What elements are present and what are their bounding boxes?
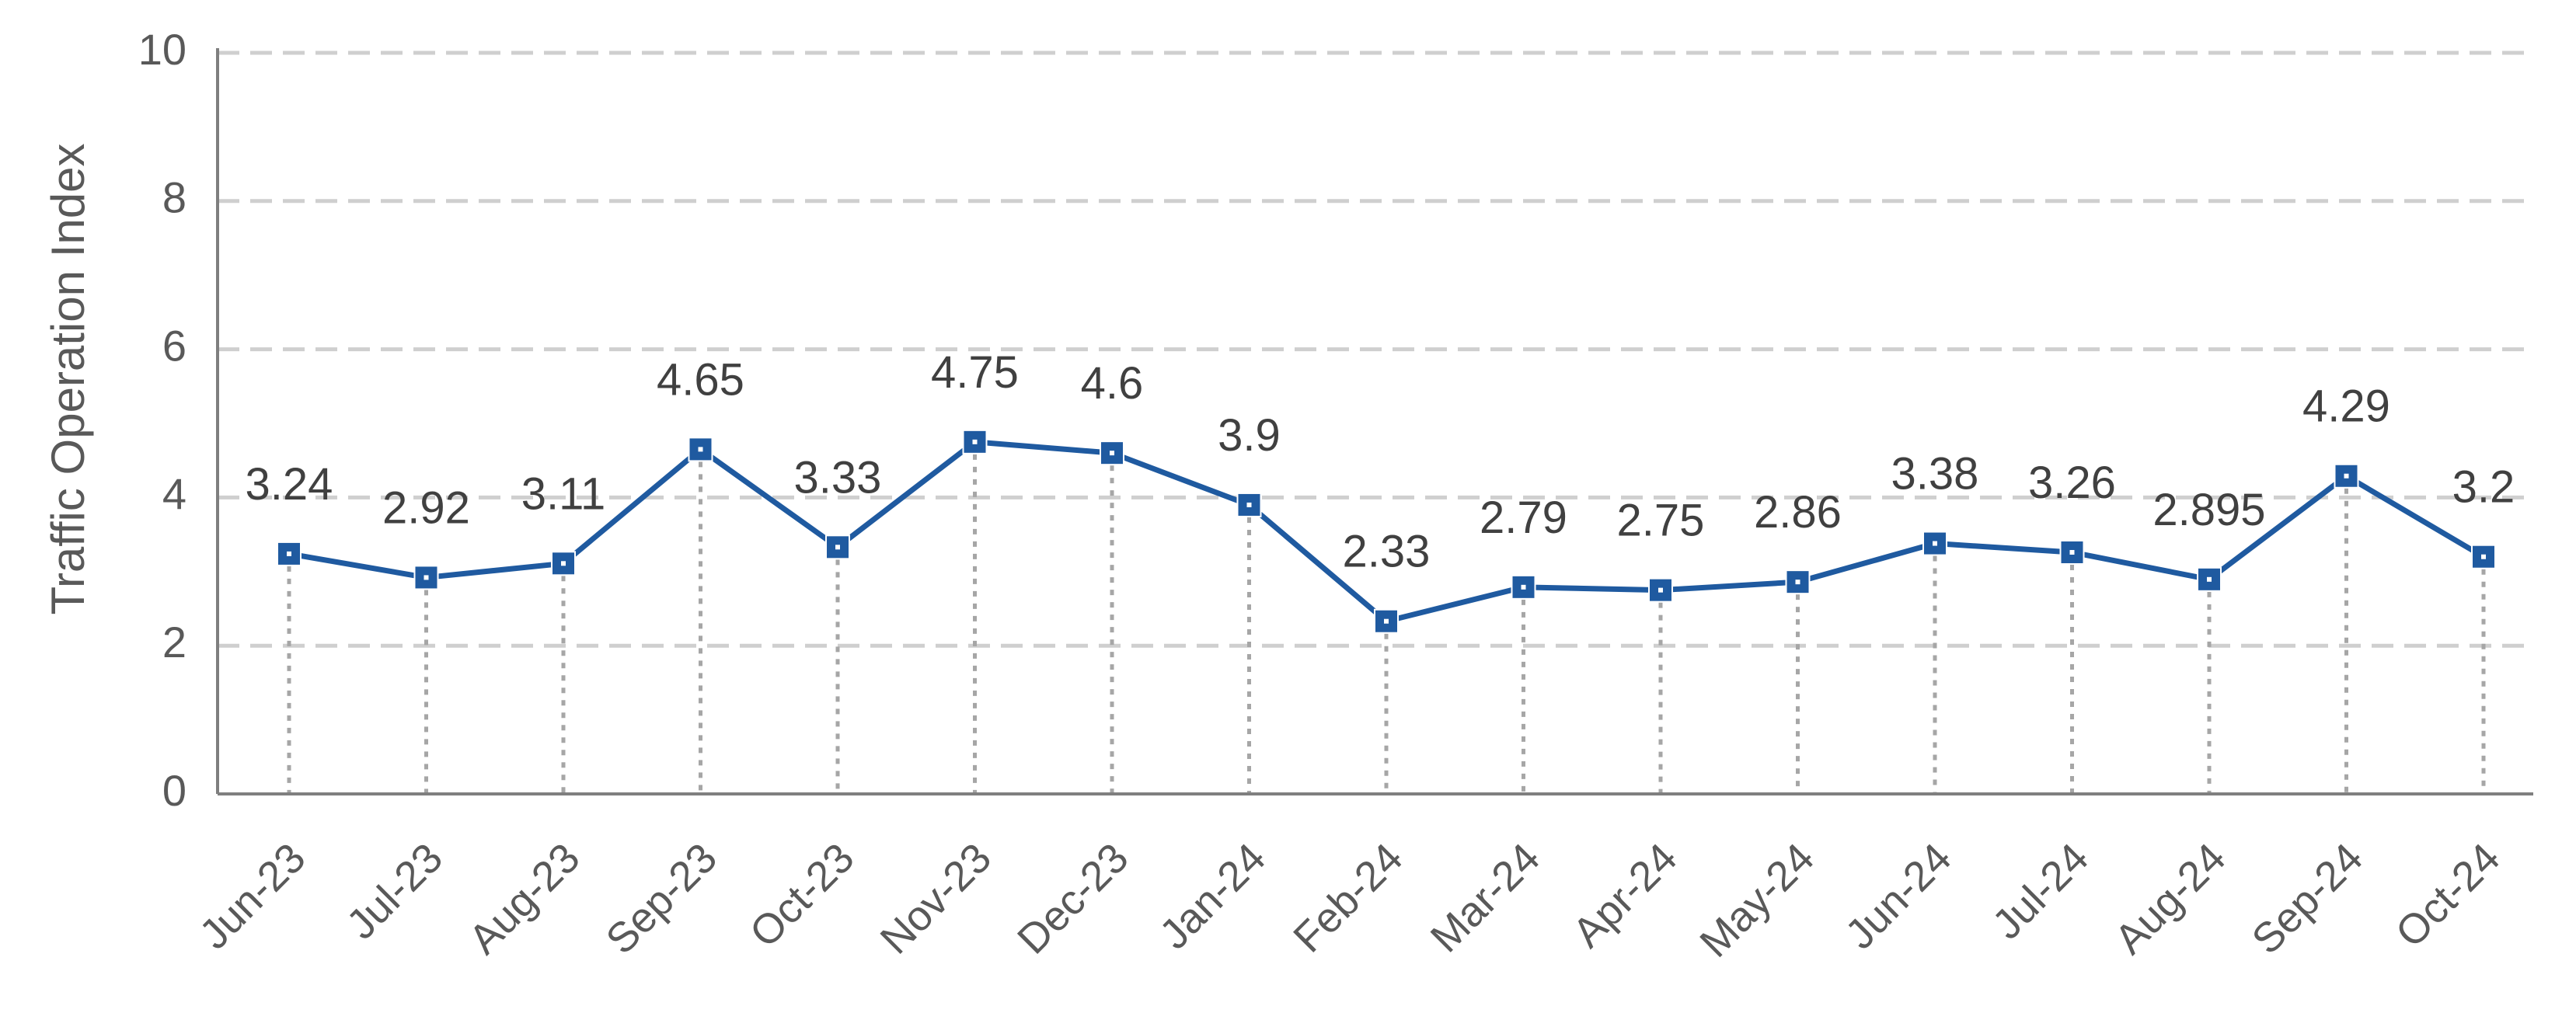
data-point-center bbox=[2344, 473, 2349, 479]
drop-lines bbox=[287, 441, 2486, 794]
data-label: 4.75 bbox=[931, 347, 1019, 398]
x-tick-label: Jan-24 bbox=[1151, 834, 1274, 958]
data-point-center bbox=[1933, 541, 1937, 546]
data-label: 2.75 bbox=[1617, 496, 1705, 546]
data-label: 3.26 bbox=[2028, 458, 2116, 508]
data-point-center bbox=[1658, 587, 1663, 593]
x-tick-label: Oct-24 bbox=[2387, 834, 2509, 956]
data-point-center bbox=[1110, 451, 1114, 456]
data-point-center bbox=[424, 575, 429, 580]
y-tick-label: 10 bbox=[138, 25, 186, 74]
data-markers bbox=[277, 429, 2496, 634]
data-label: 3.24 bbox=[246, 459, 333, 510]
x-tick-label: Sep-24 bbox=[2243, 834, 2372, 963]
x-tick-label: Nov-23 bbox=[872, 834, 1001, 963]
data-label: 2.79 bbox=[1480, 493, 1567, 543]
x-tick-label: Apr-24 bbox=[1564, 834, 1686, 956]
y-tick-label: 8 bbox=[162, 173, 186, 222]
data-label: 2.92 bbox=[382, 482, 470, 533]
data-point-center bbox=[2069, 549, 2075, 555]
data-label: 4.29 bbox=[2302, 381, 2390, 432]
data-labels: 3.24 2.92 3.11 4.65 3.33 4.75 4.6 3.9 2.33 2.79 2.… bbox=[246, 347, 2515, 577]
x-tick-labels: Jun-23 Jul-23 Aug-23 Sep-23 Oct-23 Nov-23 Dec-… bbox=[190, 834, 2508, 966]
x-tick-label: Feb-24 bbox=[1285, 834, 1411, 961]
data-point bbox=[1785, 569, 1811, 595]
y-tick-label: 4 bbox=[162, 469, 186, 518]
y-axis-label: Traffic Operation Index bbox=[42, 144, 94, 615]
data-point-center bbox=[2207, 576, 2212, 582]
x-tick-label: Sep-23 bbox=[598, 834, 727, 963]
data-label: 3.38 bbox=[1891, 449, 1979, 500]
data-point bbox=[1922, 531, 1947, 556]
data-point bbox=[413, 565, 439, 590]
x-tick-label: Mar-24 bbox=[1422, 834, 1549, 961]
gridlines bbox=[218, 50, 2533, 648]
x-tick-label: May-24 bbox=[1691, 834, 1823, 966]
y-tick-label: 0 bbox=[162, 766, 186, 815]
x-tick-label: Jun-24 bbox=[1836, 834, 1960, 958]
data-label: 2.86 bbox=[1754, 487, 1842, 538]
data-label: 3.2 bbox=[2452, 462, 2515, 513]
data-label: 4.65 bbox=[657, 354, 744, 405]
x-tick-label: Dec-23 bbox=[1009, 834, 1138, 963]
data-point-center bbox=[287, 551, 291, 556]
data-point bbox=[551, 551, 576, 576]
data-point-center bbox=[972, 439, 978, 444]
y-tick-label: 2 bbox=[162, 618, 186, 667]
data-label: 3.11 bbox=[521, 468, 606, 519]
x-tick-label: Jul-23 bbox=[338, 834, 451, 948]
data-label: 3.33 bbox=[794, 452, 882, 503]
x-tick-label: Jun-23 bbox=[190, 834, 314, 958]
y-tick-labels: 0 2 4 6 8 10 bbox=[138, 25, 186, 815]
data-point-center bbox=[1246, 502, 1252, 507]
data-point bbox=[1100, 440, 1124, 466]
data-point-center bbox=[1795, 580, 1800, 585]
data-point-center bbox=[835, 545, 840, 550]
data-point-center bbox=[2481, 554, 2486, 559]
x-tick-label: Aug-24 bbox=[2106, 834, 2235, 963]
data-point-center bbox=[1384, 618, 1389, 624]
data-label: 3.9 bbox=[1218, 410, 1281, 461]
data-label: 2.895 bbox=[2152, 485, 2265, 535]
data-point-center bbox=[1521, 584, 1526, 590]
data-point-center bbox=[561, 561, 566, 566]
data-label: 4.6 bbox=[1081, 358, 1144, 409]
data-label: 2.33 bbox=[1343, 527, 1431, 577]
x-tick-label: Aug-23 bbox=[460, 834, 589, 963]
y-tick-label: 6 bbox=[162, 321, 186, 370]
data-point-center bbox=[698, 447, 703, 452]
x-tick-label: Jul-24 bbox=[1984, 834, 2097, 948]
axes bbox=[216, 48, 2533, 795]
x-tick-label: Oct-23 bbox=[741, 834, 863, 956]
